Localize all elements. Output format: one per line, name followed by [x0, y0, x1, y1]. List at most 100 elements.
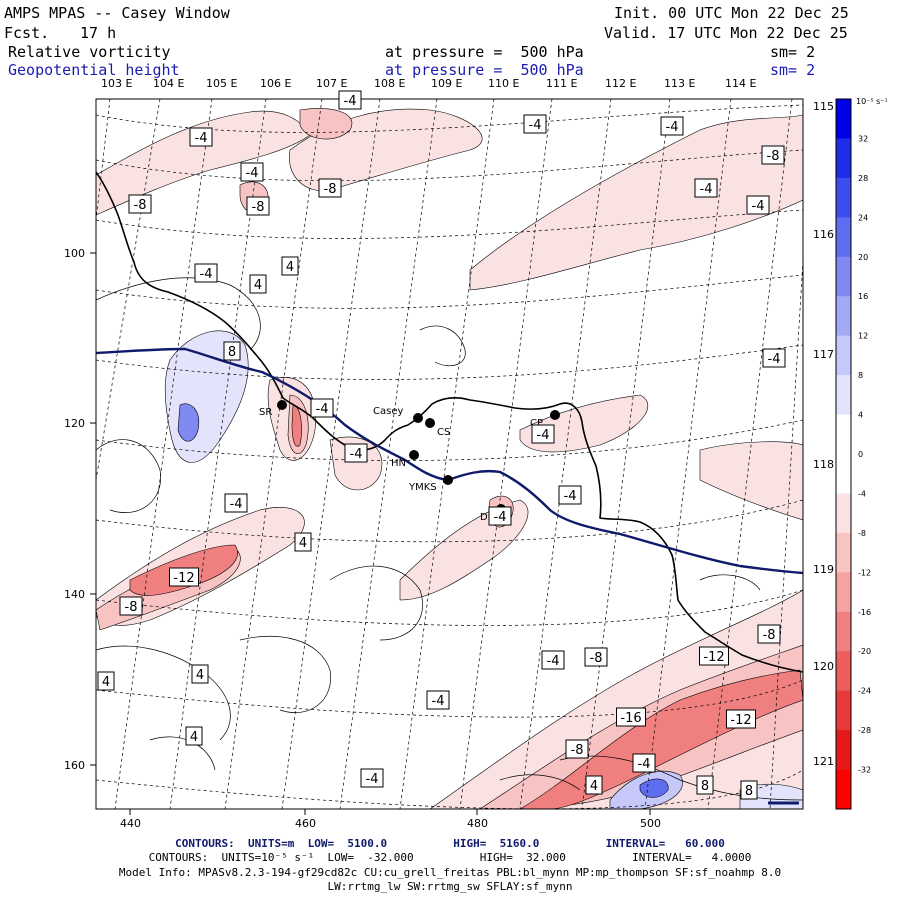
contour-label-text: -12	[173, 571, 194, 586]
contour-label: -4	[660, 116, 684, 136]
contour-label: -12	[699, 646, 729, 666]
lon-label-111: 111 E	[546, 77, 578, 90]
station-label-ds: DS	[480, 512, 494, 523]
contour-label-text: -8	[125, 600, 138, 615]
field-smoothing-height: sm= 2	[770, 61, 816, 79]
contour-label-text: -4	[529, 118, 542, 133]
contour-label: -4	[746, 195, 770, 215]
y-tick-140: 140	[64, 588, 85, 601]
contour-label-text: -8	[767, 149, 780, 164]
colorbar-segment	[836, 532, 851, 573]
colorbar-tick-label: 4	[858, 411, 863, 420]
contour-label-text: -4	[700, 182, 713, 197]
colorbar-segment	[836, 375, 851, 416]
colorbar-segment	[836, 177, 851, 218]
field-smoothing-vorticity: sm= 2	[770, 43, 816, 61]
contour-label-text: -12	[730, 713, 751, 728]
colorbar-tick-label: 12	[858, 332, 868, 341]
contour-label-text: -4	[350, 447, 363, 462]
station-label-casey: Casey	[373, 406, 403, 417]
contour-label: -4	[224, 493, 248, 513]
footer-height-contours: CONTOURS: UNITS=m LOW= 5100.0 HIGH= 5160…	[175, 837, 725, 850]
contour-label-text: -4	[230, 497, 243, 512]
contour-label-text: -8	[571, 743, 584, 758]
plot-frame	[95, 98, 804, 810]
y-tick-100: 100	[64, 247, 85, 260]
station-label-ymks: YMKS	[408, 482, 437, 493]
contour-label: -4	[523, 114, 547, 134]
footer-vorticity-contours: CONTOURS: UNITS=10⁻⁵ s⁻¹ LOW= -32.000 HI…	[148, 851, 752, 864]
contour-label: -8	[119, 596, 143, 616]
lon-label-113: 113 E	[664, 77, 696, 90]
colorbar-tick-label: 0	[858, 450, 863, 459]
contour-label: -8	[757, 624, 781, 644]
station-marker-casey	[413, 413, 423, 423]
footer-model-info-2: LW:rrtmg_lw SW:rrtmg_sw SFLAY:sf_mynn	[327, 880, 573, 893]
contour-label-text: -4	[195, 131, 208, 146]
colorbar-segment	[836, 769, 851, 810]
colorbar-segment	[836, 414, 851, 455]
lon-label-107: 107 E	[316, 77, 348, 90]
contour-label: -8	[128, 194, 152, 214]
station-marker-sr	[277, 400, 287, 410]
colorbar-tick-label: -12	[858, 568, 871, 577]
contour-label: -8	[318, 178, 342, 198]
station-label-sr: SR	[259, 407, 272, 418]
contour-label: -4	[762, 348, 786, 368]
colorbar-tick-label: -24	[858, 687, 871, 696]
y-tick-120: 120	[64, 417, 85, 430]
contour-label-text: -4	[316, 402, 329, 417]
contour-label: 4	[185, 726, 203, 746]
contour-label-text: -4	[638, 757, 651, 772]
contour-label-text: -4	[200, 267, 213, 282]
lon-label-114: 114 E	[725, 77, 757, 90]
colorbar-tick-label: -28	[858, 726, 871, 735]
coastline	[96, 171, 803, 673]
contour-label: 4	[281, 256, 299, 276]
contour-label: -8	[565, 739, 589, 759]
x-axis	[129, 809, 651, 815]
contour-label: 4	[191, 664, 209, 684]
x-tick-500: 500	[640, 817, 661, 830]
contour-label: -4	[694, 178, 718, 198]
colorbar-segment	[836, 99, 851, 139]
x-tick-460: 460	[295, 817, 316, 830]
contour-label-text: -4	[564, 489, 577, 504]
contour-label-text: 8	[228, 345, 236, 360]
contour-label-text: -8	[763, 628, 776, 643]
contour-label: -4	[344, 443, 368, 463]
forecast-value: 17 h	[80, 24, 117, 42]
colorbar-segment	[836, 493, 851, 534]
colorbar-tick-label: 32	[858, 134, 868, 143]
colorbar-segment	[836, 651, 851, 692]
station-label-cs: CS	[437, 427, 450, 438]
colorbar-tick-label: 20	[858, 253, 868, 262]
contour-label-text: -4	[432, 694, 445, 709]
contour-label: 4	[294, 532, 312, 552]
lon-label-105: 105 E	[206, 77, 238, 90]
station-marker-hn	[409, 450, 419, 460]
colorbar-tick-label: 28	[858, 174, 868, 183]
contour-label: -4	[426, 690, 450, 710]
init-time: Init. 00 UTC Mon 22 Dec 25	[614, 4, 849, 22]
station-marker-cs	[425, 418, 435, 428]
contour-label-text: -4	[666, 120, 679, 135]
contour-label: 8	[223, 341, 241, 361]
contour-label-text: 4	[590, 779, 598, 794]
lon-label-103: 103 E	[101, 77, 133, 90]
contour-label: -16	[616, 707, 646, 727]
colorbar-segment	[836, 611, 851, 652]
lon-label-109: 109 E	[431, 77, 463, 90]
contour-label: -4	[310, 398, 334, 418]
colorbar-tick-label: -32	[858, 766, 871, 775]
contour-label-text: 4	[196, 668, 204, 683]
contour-labels: -4 -4 -4 -4 -8 -8 -8 -4 -8 -4 -4 4 4 8 -4 -4 -4 -4 -4 -4 -4 4…	[97, 90, 786, 800]
contour-label-text: -4	[366, 772, 379, 787]
contour-label-text: -4	[246, 166, 259, 181]
colorbar-segment	[836, 454, 851, 494]
y-tick-160: 160	[64, 759, 85, 772]
contour-label-text: -4	[537, 428, 550, 443]
station-marker-ymks	[443, 475, 453, 485]
colorbar-tick-label: 24	[858, 213, 868, 222]
